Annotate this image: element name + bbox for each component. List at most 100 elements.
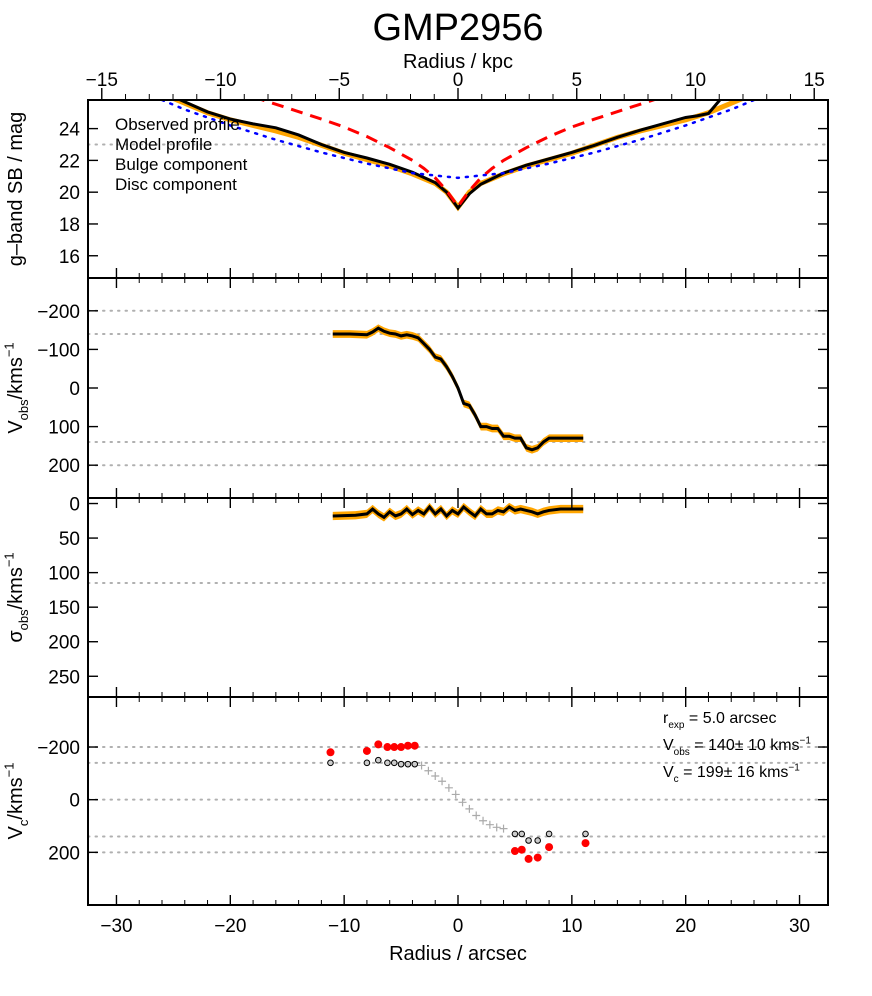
y-axis-label: Vobs/kms−1 (2, 342, 31, 433)
vobs-point (397, 760, 405, 768)
vobs-point (390, 759, 398, 767)
x-tick-label: −20 (214, 916, 246, 937)
y-axis-label-part: /kms (5, 777, 27, 819)
x-tick-label: 30 (789, 916, 810, 937)
inner-point (479, 816, 488, 825)
inner-point (424, 766, 433, 775)
y-tick-label: 250 (48, 667, 80, 688)
y-tick-label: 0 (69, 791, 80, 812)
y-tick-label: 200 (48, 456, 80, 477)
top-axis-tick-label: −15 (86, 70, 118, 91)
inner-point (472, 811, 481, 820)
annotation-part: exp (668, 720, 685, 731)
vobs-point (518, 830, 526, 838)
vobs-point (545, 830, 553, 838)
y-tick-label: 18 (59, 215, 80, 236)
series-line-disc-component (160, 100, 756, 180)
vc-point (410, 741, 419, 750)
annotation-part: V (663, 764, 674, 781)
y-tick-label: 50 (59, 529, 80, 550)
inner-point (465, 804, 474, 813)
y-axis-label-part: obs (16, 399, 31, 420)
y-tick-label: 100 (48, 418, 80, 439)
y-tick-label: −200 (37, 302, 80, 323)
legend-entry: Observed profile (115, 115, 240, 134)
y-axis-label-part: V (5, 825, 27, 839)
y-axis-label-part: −1 (2, 552, 17, 567)
y-tick-label: −100 (37, 340, 80, 361)
legend-entry: Model profile (115, 135, 212, 154)
vc-point (403, 741, 412, 750)
y-axis-label-part: c (16, 819, 31, 826)
top-axis-label: Radius / kpc (403, 51, 513, 73)
y-tick-label: 100 (48, 564, 80, 585)
series-line-model-profile (172, 100, 744, 212)
top-axis-tick-label: 0 (453, 70, 464, 91)
vc-point (383, 743, 392, 752)
vobs-point (384, 759, 391, 767)
annotation-part: c (674, 774, 679, 785)
y-tick-label: −200 (37, 738, 80, 759)
x-tick-label: 10 (561, 916, 582, 937)
vc-point (397, 743, 406, 752)
annotation-part: V (663, 737, 674, 754)
vc-point (581, 839, 590, 848)
top-axis-tick-label: 5 (571, 70, 582, 91)
legend-entry: Disc component (115, 175, 237, 194)
plot-area-vobs (332, 324, 584, 454)
annotation-part: −1 (788, 762, 800, 773)
y-tick-label: 150 (48, 598, 80, 619)
vc-point (326, 748, 335, 757)
annotation: rexp = 5.0 arcsec (663, 710, 777, 731)
inner-point (458, 798, 467, 807)
chart-title: GMP2956 (372, 7, 543, 49)
x-tick-label: 0 (453, 916, 464, 937)
inner-point (451, 790, 460, 799)
panel-sb: 16 18 20 22 24 g–band SB / mag Observed profil… (5, 99, 829, 279)
vobs-point (534, 837, 541, 844)
annotation: Vobs = 140± 10 kms−1 (663, 735, 811, 758)
y-axis-label: σobs/kms−1 (2, 552, 31, 642)
y-tick-label: 0 (69, 495, 80, 516)
inner-point (438, 777, 447, 786)
vobs-point (525, 837, 532, 844)
inner-point (485, 820, 494, 829)
y-axis-label: Vc/kms−1 (2, 763, 31, 840)
inner-point (417, 761, 426, 770)
series-line-bulge-component (257, 100, 659, 210)
y-axis-label-part: V (5, 420, 27, 434)
vobs-point (411, 760, 419, 768)
annotation-part: obs (674, 747, 690, 758)
vobs-point (404, 760, 412, 768)
vc-point (545, 843, 554, 852)
series-line (332, 326, 584, 452)
inner-point (492, 823, 501, 832)
y-axis-label-part: obs (16, 609, 31, 630)
annotation-part: = 5.0 arcsec (684, 710, 776, 727)
vc-point (362, 746, 371, 755)
inner-point (444, 783, 453, 792)
y-axis-label-part: /kms (5, 567, 27, 609)
top-axis-tick-label: −5 (328, 70, 350, 91)
vc-point (374, 740, 383, 749)
y-axis-label: g–band SB / mag (5, 112, 27, 267)
y-tick-label: 20 (59, 183, 80, 204)
top-axis-tick-label: −10 (204, 70, 236, 91)
inner-point (431, 771, 440, 780)
y-axis-label-part: −1 (2, 342, 17, 357)
panel-frame (87, 696, 829, 906)
vobs-point (327, 759, 334, 767)
annotation-part: = 140± 10 kms (690, 737, 800, 754)
annotation-part: = 199± 16 kms (679, 764, 789, 781)
annotation-part: −1 (800, 735, 812, 746)
vc-point (517, 845, 526, 854)
y-axis-label-part: /kms (5, 357, 27, 399)
y-tick-label: 24 (59, 120, 81, 141)
panel-frame (87, 497, 829, 698)
vobs-point (511, 830, 519, 838)
inner-point (499, 824, 508, 833)
x-tick-label: −10 (328, 916, 360, 937)
